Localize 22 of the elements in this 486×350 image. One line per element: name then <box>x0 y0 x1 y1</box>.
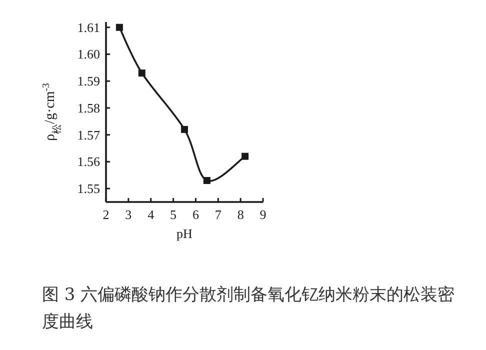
x-tick-label: 8 <box>237 207 244 222</box>
y-tick-label: 1.56 <box>77 154 100 170</box>
point <box>203 177 210 184</box>
y-tick-label: 1.59 <box>77 74 100 89</box>
y-tick-label: 1.57 <box>77 127 100 142</box>
x-tick-label: 7 <box>214 207 222 222</box>
y-tick-label: 1.61 <box>77 20 100 35</box>
x-tick-label: 5 <box>170 207 177 222</box>
x-tick-label: 4 <box>148 207 155 222</box>
point <box>116 24 123 31</box>
x-tick-label: 6 <box>192 207 200 222</box>
x-tick-label: 9 <box>260 207 266 222</box>
point <box>181 126 188 133</box>
y-tick-label: 1.60 <box>77 46 100 62</box>
x-axis-title: pH <box>176 226 192 241</box>
point <box>138 70 146 77</box>
y-tick-label: 1.55 <box>77 181 100 196</box>
x-tick-label: 2 <box>102 207 110 222</box>
y-tick-label: 1.58 <box>77 100 100 116</box>
point <box>242 152 249 160</box>
x-tick-label: 3 <box>125 207 132 222</box>
text: 图 3 六偏磷酸钠作分散剂制备氧化钇纳米粉末的松装密度曲线 <box>42 285 455 332</box>
